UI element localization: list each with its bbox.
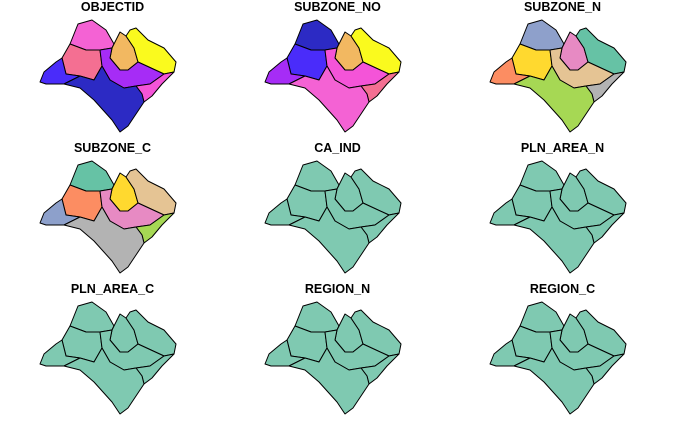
subzone-polygon	[288, 206, 370, 274]
subzone-polygon	[288, 65, 370, 133]
subzone-map	[264, 160, 402, 274]
subzone-polygon	[63, 347, 145, 415]
map-panel: REGION_N	[225, 282, 450, 423]
subzone-polygon	[513, 65, 595, 133]
map-panel: SUBZONE_C	[0, 141, 225, 282]
panel-title: OBJECTID	[80, 0, 145, 14]
subzone-polygon	[288, 347, 370, 415]
subzone-polygon	[294, 19, 340, 51]
subzone-polygon	[125, 309, 177, 357]
subzone-map	[489, 19, 627, 133]
subzone-polygon	[519, 301, 565, 333]
subzone-map	[264, 301, 402, 415]
map-panel: SUBZONE_NO	[225, 0, 450, 141]
subzone-polygon	[69, 160, 115, 192]
subzone-polygon	[39, 339, 81, 367]
map-panel: PLN_AREA_N	[450, 141, 675, 282]
subzone-map	[39, 301, 177, 415]
subzone-polygon	[575, 27, 627, 75]
panel-title: CA_IND	[314, 141, 361, 155]
subzone-polygon	[513, 206, 595, 274]
subzone-polygon	[489, 57, 531, 85]
panel-title: PLN_AREA_N	[520, 141, 605, 155]
subzone-polygon	[350, 309, 402, 357]
panel-title: SUBZONE_N	[523, 0, 602, 14]
subzone-polygon	[489, 198, 531, 226]
map-panel: SUBZONE_N	[450, 0, 675, 141]
subzone-map	[489, 160, 627, 274]
panel-title: REGION_C	[529, 282, 596, 296]
subzone-polygon	[63, 206, 145, 274]
subzone-map	[489, 301, 627, 415]
subzone-polygon	[519, 19, 565, 51]
subzone-polygon	[294, 160, 340, 192]
subzone-polygon	[264, 57, 306, 85]
subzone-map	[264, 19, 402, 133]
subzone-polygon	[489, 339, 531, 367]
subzone-polygon	[575, 168, 627, 216]
subzone-polygon	[63, 65, 145, 133]
panel-title: PLN_AREA_C	[70, 282, 155, 296]
subzone-polygon	[294, 301, 340, 333]
map-panel: OBJECTID	[0, 0, 225, 141]
subzone-polygon	[69, 301, 115, 333]
subzone-polygon	[350, 168, 402, 216]
subzone-polygon	[39, 57, 81, 85]
subzone-map	[39, 19, 177, 133]
subzone-polygon	[264, 339, 306, 367]
subzone-polygon	[350, 27, 402, 75]
subzone-polygon	[519, 160, 565, 192]
subzone-polygon	[69, 19, 115, 51]
subzone-polygon	[125, 27, 177, 75]
subzone-polygon	[125, 168, 177, 216]
map-panel: CA_IND	[225, 141, 450, 282]
panel-title: SUBZONE_NO	[294, 0, 381, 14]
subzone-map	[39, 160, 177, 274]
panel-title: SUBZONE_C	[73, 141, 152, 155]
subzone-polygon	[513, 347, 595, 415]
subzone-polygon	[264, 198, 306, 226]
map-panel: REGION_C	[450, 282, 675, 423]
panel-title: REGION_N	[304, 282, 371, 296]
subzone-polygon	[39, 198, 81, 226]
map-panel: PLN_AREA_C	[0, 282, 225, 423]
subzone-polygon	[575, 309, 627, 357]
